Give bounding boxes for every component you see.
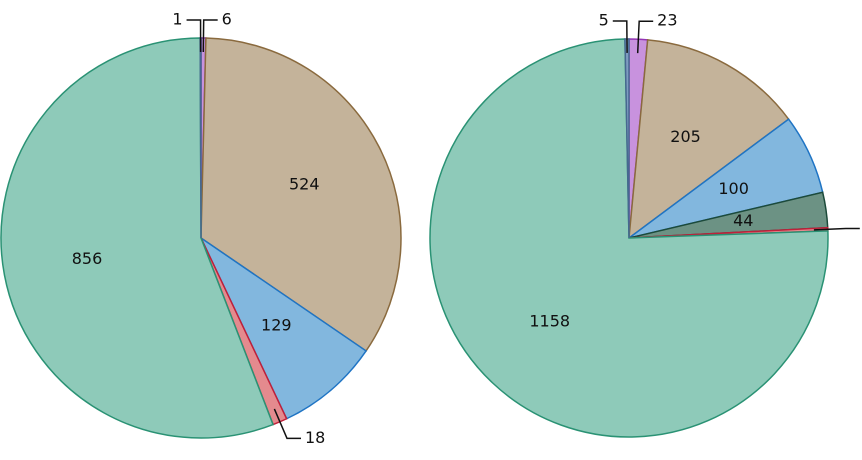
- data-label: 44: [733, 211, 753, 230]
- data-label: 6: [222, 10, 232, 29]
- data-label: 18: [305, 428, 325, 447]
- data-label: 1: [172, 10, 182, 29]
- leader-line: [186, 19, 202, 53]
- pie-slice: [199, 37, 202, 239]
- pie-slice: [429, 38, 829, 438]
- data-label: 524: [289, 175, 320, 194]
- data-label: 5: [599, 11, 609, 30]
- data-label: 1158: [529, 311, 570, 330]
- leader-line: [202, 19, 218, 53]
- leader-line: [273, 408, 301, 440]
- data-label: 205: [670, 127, 701, 146]
- leader-line: [813, 227, 860, 231]
- leader-line: [636, 20, 654, 54]
- pie-slice: [0, 37, 275, 439]
- pie-slice: [199, 235, 368, 420]
- data-label: 100: [718, 179, 749, 198]
- data-label: 856: [72, 249, 103, 268]
- leader-line: [612, 20, 628, 53]
- data-label: 129: [261, 316, 292, 335]
- pie-slice: [628, 39, 790, 240]
- data-label: 23: [657, 11, 677, 30]
- pie-slice: [200, 37, 402, 352]
